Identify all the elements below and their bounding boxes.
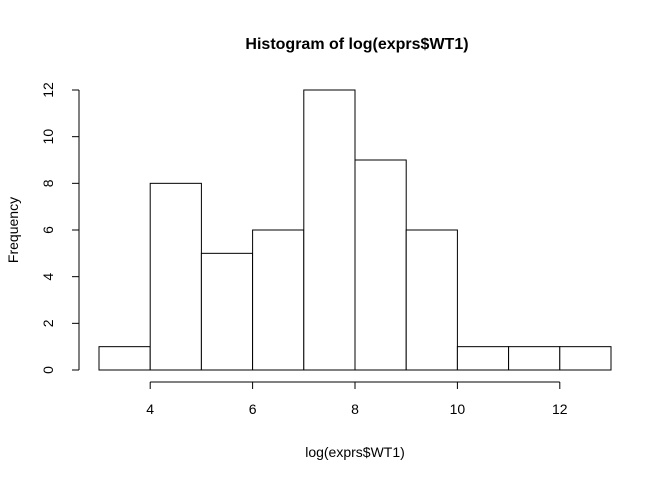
y-tick-label-4: 4 bbox=[40, 273, 56, 281]
y-axis-label: Frequency bbox=[5, 197, 21, 263]
histogram-bar-9 bbox=[559, 346, 612, 371]
chart-title: Histogram of log(exprs$WT1) bbox=[245, 36, 468, 53]
bars-group bbox=[98, 89, 612, 371]
y-tick-label-12: 12 bbox=[40, 82, 56, 98]
y-tick-label-2: 2 bbox=[40, 319, 56, 327]
x-tick-label-4: 4 bbox=[146, 401, 154, 417]
histogram-bar-6 bbox=[405, 229, 458, 371]
x-tick-label-10: 10 bbox=[450, 401, 466, 417]
x-tick-label-12: 12 bbox=[552, 401, 568, 417]
y-tick-label-0: 0 bbox=[40, 366, 56, 374]
histogram-bar-5 bbox=[354, 159, 407, 371]
histogram-bar-7 bbox=[456, 346, 510, 371]
histogram-bar-1 bbox=[149, 182, 202, 371]
x-tick-label-6: 6 bbox=[249, 401, 257, 417]
x-tick-label-8: 8 bbox=[351, 401, 359, 417]
y-tick-label-6: 6 bbox=[40, 226, 56, 234]
y-tick-label-10: 10 bbox=[40, 129, 56, 145]
histogram-bar-8 bbox=[508, 346, 561, 371]
y-axis: 0 2 4 6 8 10 12 bbox=[40, 82, 80, 374]
x-axis-label: log(exprs$WT1) bbox=[305, 444, 405, 460]
x-axis: 4 6 8 10 12 bbox=[146, 381, 568, 417]
y-tick-label-8: 8 bbox=[40, 179, 56, 187]
histogram-bar-4 bbox=[303, 89, 356, 371]
histogram-bar-3 bbox=[252, 229, 305, 371]
histogram-bar-0 bbox=[98, 346, 151, 371]
histogram-bar-2 bbox=[200, 252, 254, 371]
